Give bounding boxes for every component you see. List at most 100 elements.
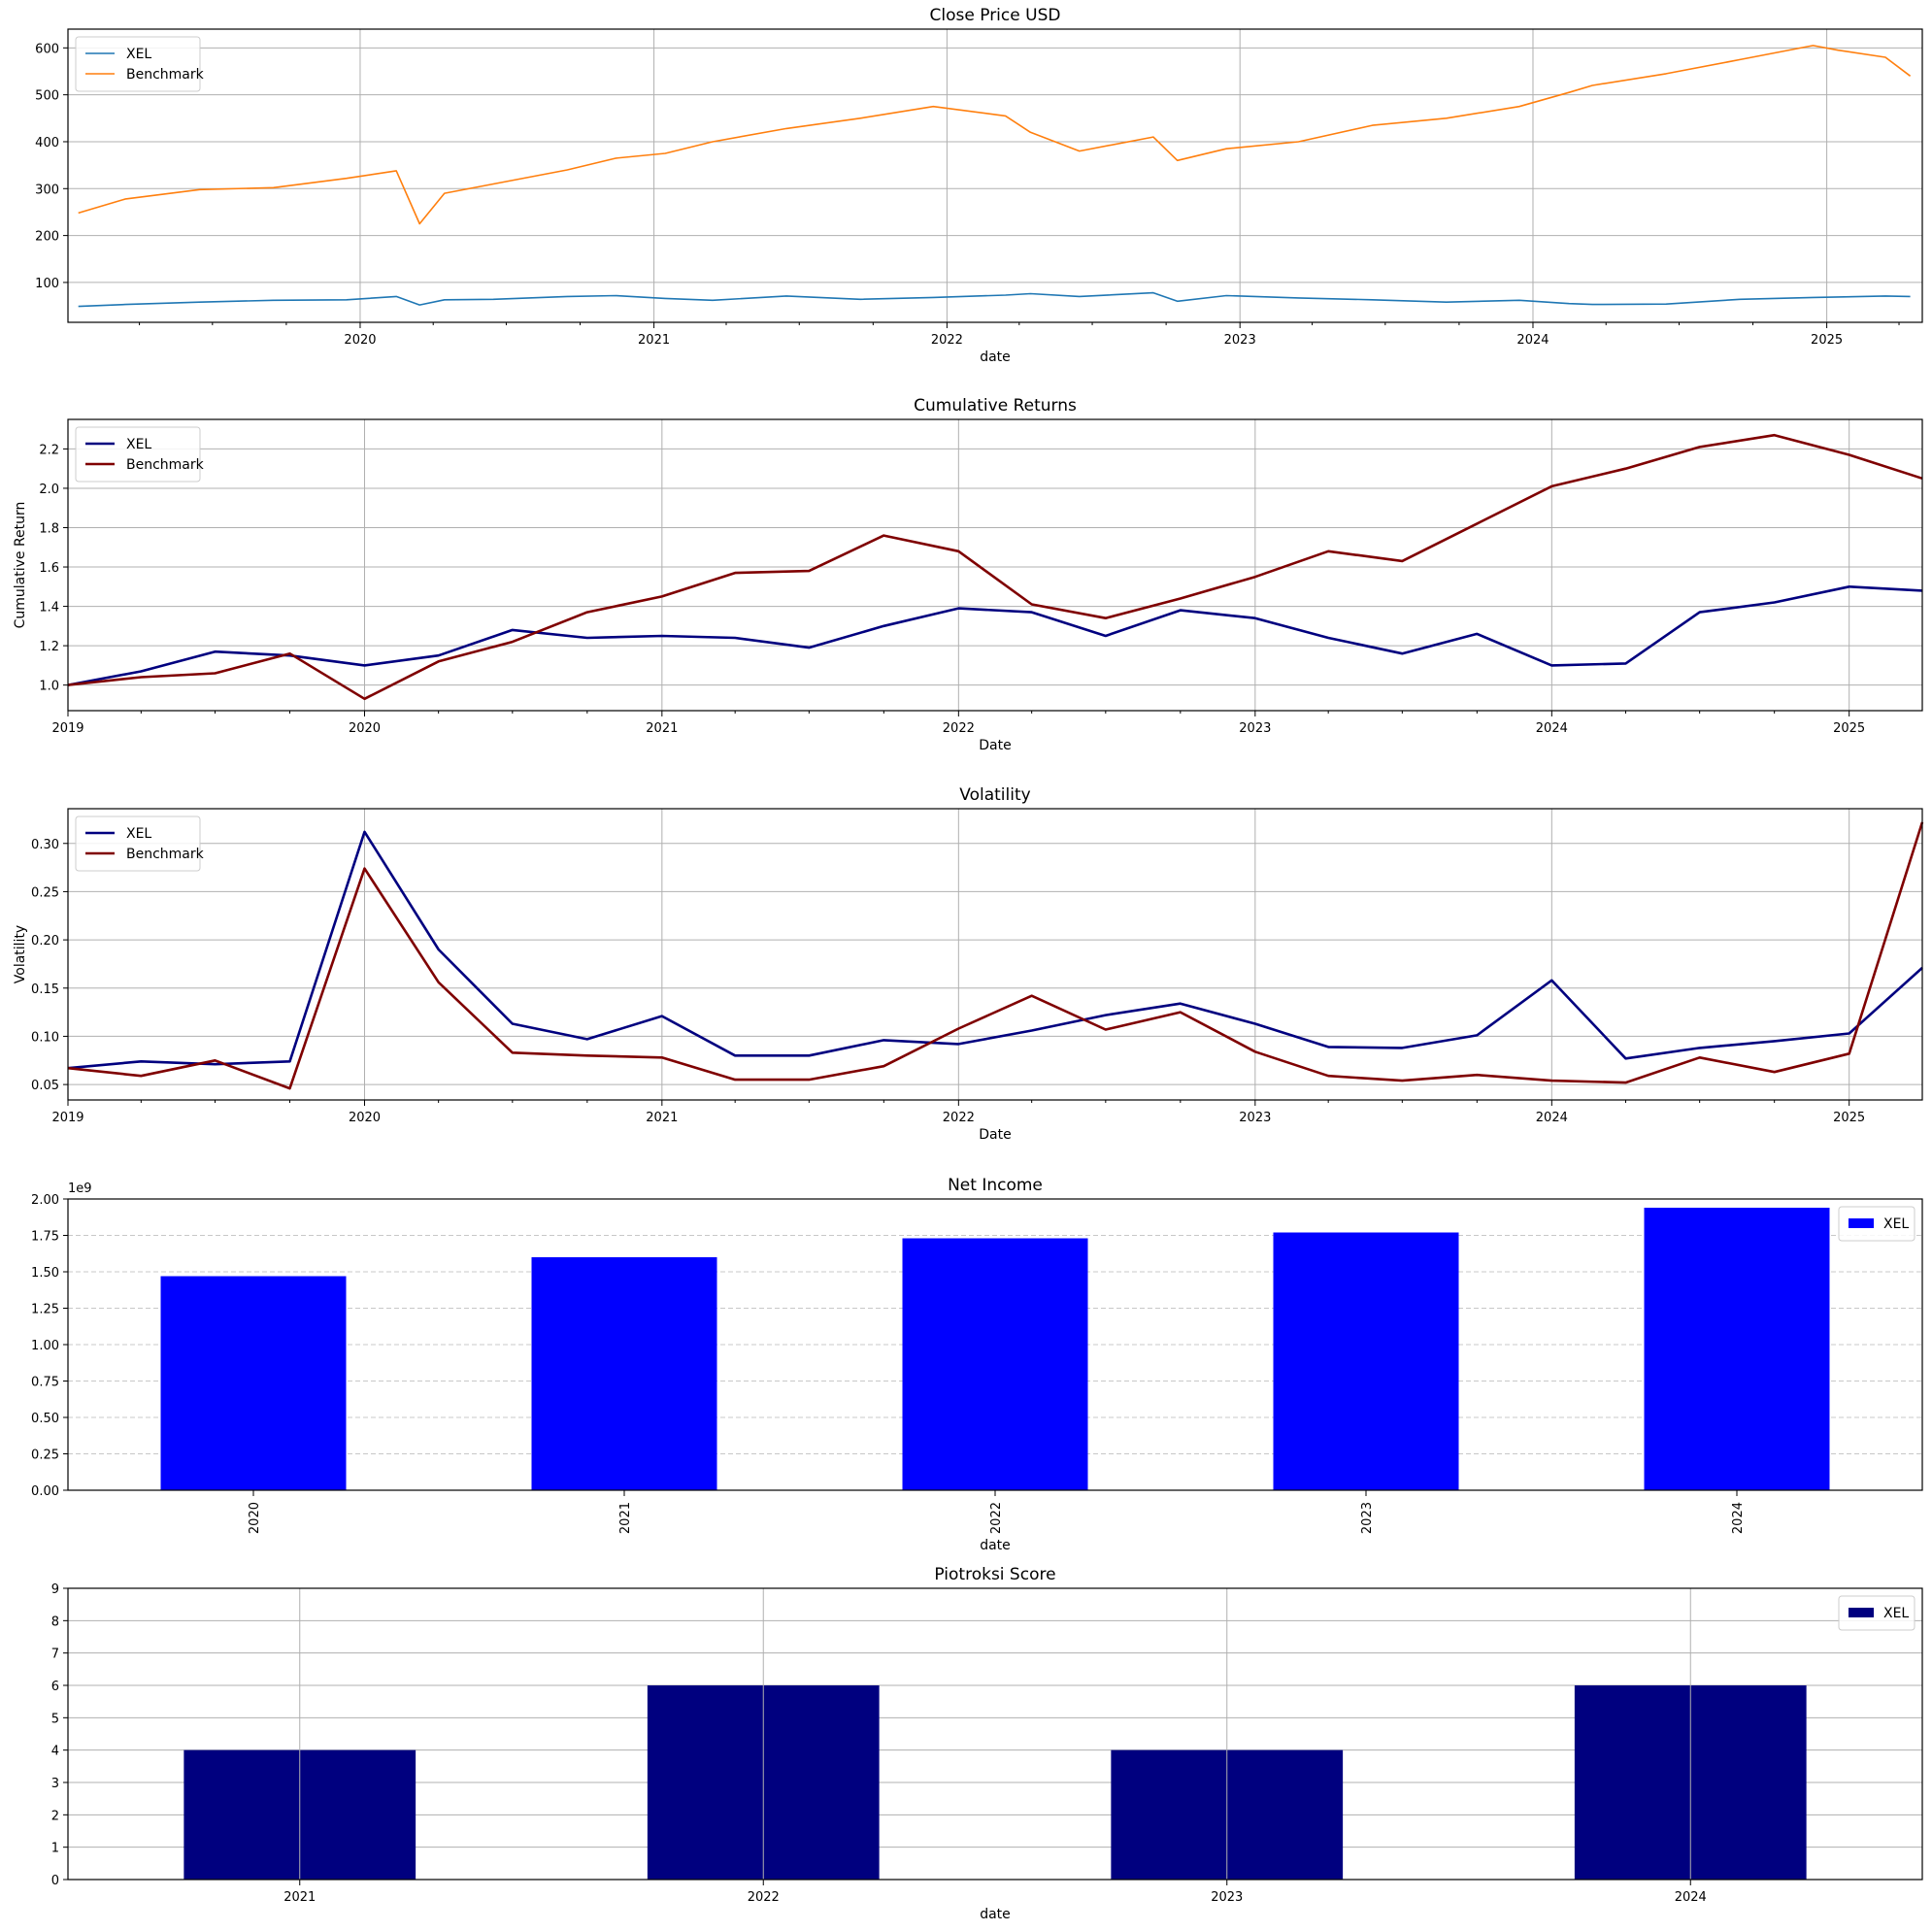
- y-tick-label: 2.00: [31, 1193, 59, 1208]
- y-tick-label: 0.25: [31, 1448, 59, 1463]
- x-tick-label: 2023: [1239, 1111, 1271, 1125]
- x-tick-label: 2021: [618, 1502, 633, 1534]
- legend: XEL Benchmark: [75, 426, 205, 483]
- y-tick-label: 0.05: [31, 1079, 59, 1093]
- y-tick-label: 1.6: [39, 561, 59, 576]
- x-tick-label: 2020: [248, 1502, 262, 1534]
- y-tick-label: 9: [51, 1582, 59, 1597]
- plot-frame: [67, 28, 1923, 323]
- chart-title: Net Income: [948, 1176, 1043, 1195]
- y-tick-label: 0.30: [31, 838, 59, 852]
- x-tick-label: 2021: [283, 1890, 316, 1905]
- series-line-benchmark: [78, 45, 1912, 225]
- chart-title: Volatility: [959, 785, 1030, 805]
- x-tick-label: 2021: [646, 1111, 678, 1125]
- y-tick-label: 0.50: [31, 1412, 59, 1426]
- chart-title: Close Price USD: [930, 6, 1061, 25]
- legend-label: XEL: [1883, 1216, 1909, 1232]
- chart-panel-4: 0.00 0.25 0.50 0.75 1.00 1.25 1.50 1.75 2.00 2020…: [31, 1176, 1923, 1553]
- legend-label: XEL: [126, 437, 151, 452]
- y-tick-label: 1.75: [31, 1230, 59, 1245]
- y-tick-label: 0: [51, 1874, 59, 1888]
- y-tick-label: 2.0: [39, 483, 59, 497]
- x-tick-label: 2022: [989, 1502, 1004, 1534]
- y-tick-label: 8: [51, 1615, 59, 1629]
- bar-2022: [902, 1238, 1088, 1490]
- y-tick-label: 0.10: [31, 1030, 59, 1045]
- y-tick-label: 1.00: [31, 1339, 59, 1353]
- y-tick-label: 300: [35, 183, 59, 197]
- x-axis-label: date: [980, 1907, 1011, 1922]
- legend-label: Benchmark: [126, 457, 205, 473]
- bar-2024: [1644, 1208, 1830, 1490]
- y-tick-label: 5: [51, 1712, 59, 1726]
- x-tick-label: 2021: [638, 333, 670, 348]
- x-tick-label: 2024: [1516, 333, 1549, 348]
- x-tick-label: 2020: [349, 721, 381, 736]
- bar-2021: [531, 1257, 717, 1490]
- x-tick-label: 2024: [1675, 1890, 1707, 1905]
- y-tick-label: 200: [35, 230, 59, 245]
- legend-frame: [1838, 1595, 1915, 1631]
- y-tick-label: 1.8: [39, 521, 59, 536]
- y-tick-label: 6: [51, 1680, 59, 1694]
- x-tick-label: 2023: [1211, 1890, 1243, 1905]
- chart-panel-5: 0 1 2 3 4 5 6 7 8 9 2021 2022 2023 2024 XEL Piotroksi S…: [51, 1565, 1923, 1922]
- legend: XEL Benchmark: [75, 36, 205, 92]
- x-axis-label: date: [980, 350, 1011, 365]
- y-axis-label: Volatility: [13, 925, 28, 983]
- y-offset-label: 1e9: [68, 1182, 92, 1196]
- x-tick-label: 2019: [51, 1111, 83, 1125]
- chart-panel-1: 100 200 300 400 500 600 2020 2021 2022 2023 2024 20…: [35, 6, 1923, 365]
- x-axis-label: Date: [979, 1127, 1011, 1143]
- series-line-benchmark: [67, 433, 1923, 701]
- x-tick-label: 2021: [646, 721, 678, 736]
- y-tick-label: 400: [35, 136, 59, 150]
- legend-swatch: [1849, 1608, 1874, 1617]
- plot-frame: [67, 1198, 1923, 1491]
- legend-frame: [1838, 1206, 1915, 1242]
- legend-label: XEL: [126, 47, 151, 62]
- y-tick-label: 500: [35, 89, 59, 104]
- x-tick-label: 2022: [931, 333, 963, 348]
- y-tick-label: 0.25: [31, 885, 59, 900]
- y-tick-label: 1.25: [31, 1303, 59, 1317]
- x-tick-label: 2025: [1833, 1111, 1865, 1125]
- legend-label: XEL: [126, 826, 151, 842]
- chart-panel-2: 1.0 1.2 1.4 1.6 1.8 2.0 2.2 2019 2020 2021 2022 202…: [13, 396, 1923, 753]
- y-tick-label: 0.20: [31, 934, 59, 949]
- chart-panel-3: 0.05 0.10 0.15 0.20 0.25 0.30 2019 2020 2021 2022…: [13, 785, 1924, 1143]
- y-tick-label: 7: [51, 1648, 59, 1662]
- x-tick-label: 2022: [943, 721, 975, 736]
- legend-frame: [75, 816, 201, 872]
- y-tick-label: 1.4: [39, 601, 59, 616]
- y-axis-label: Cumulative Return: [13, 502, 28, 629]
- y-tick-label: 600: [35, 42, 59, 56]
- y-tick-label: 100: [35, 277, 59, 291]
- series-line-xel: [67, 584, 1923, 686]
- legend-swatch: [1849, 1218, 1874, 1228]
- y-tick-label: 0.75: [31, 1376, 59, 1390]
- plot-frame: [67, 808, 1923, 1101]
- y-tick-label: 3: [51, 1777, 59, 1791]
- series-line-xel: [67, 830, 1923, 1070]
- legend-frame: [75, 426, 201, 483]
- bar-2023: [1273, 1232, 1459, 1490]
- y-tick-label: 4: [51, 1745, 59, 1759]
- y-tick-label: 1: [51, 1842, 59, 1856]
- chart-title: Cumulative Returns: [914, 396, 1077, 416]
- legend: XEL Benchmark: [75, 816, 205, 872]
- y-tick-label: 0.00: [31, 1484, 59, 1499]
- y-tick-label: 2: [51, 1809, 59, 1823]
- y-tick-label: 2.2: [39, 443, 59, 457]
- x-tick-label: 2020: [349, 1111, 381, 1125]
- legend-label: Benchmark: [126, 67, 205, 83]
- legend-frame: [75, 36, 201, 92]
- x-tick-label: 2024: [1731, 1502, 1746, 1534]
- y-tick-label: 1.2: [39, 640, 59, 654]
- legend: XEL: [1838, 1595, 1915, 1631]
- x-tick-label: 2023: [1224, 333, 1256, 348]
- series-line-xel: [78, 291, 1911, 308]
- x-axis-label: Date: [979, 738, 1011, 753]
